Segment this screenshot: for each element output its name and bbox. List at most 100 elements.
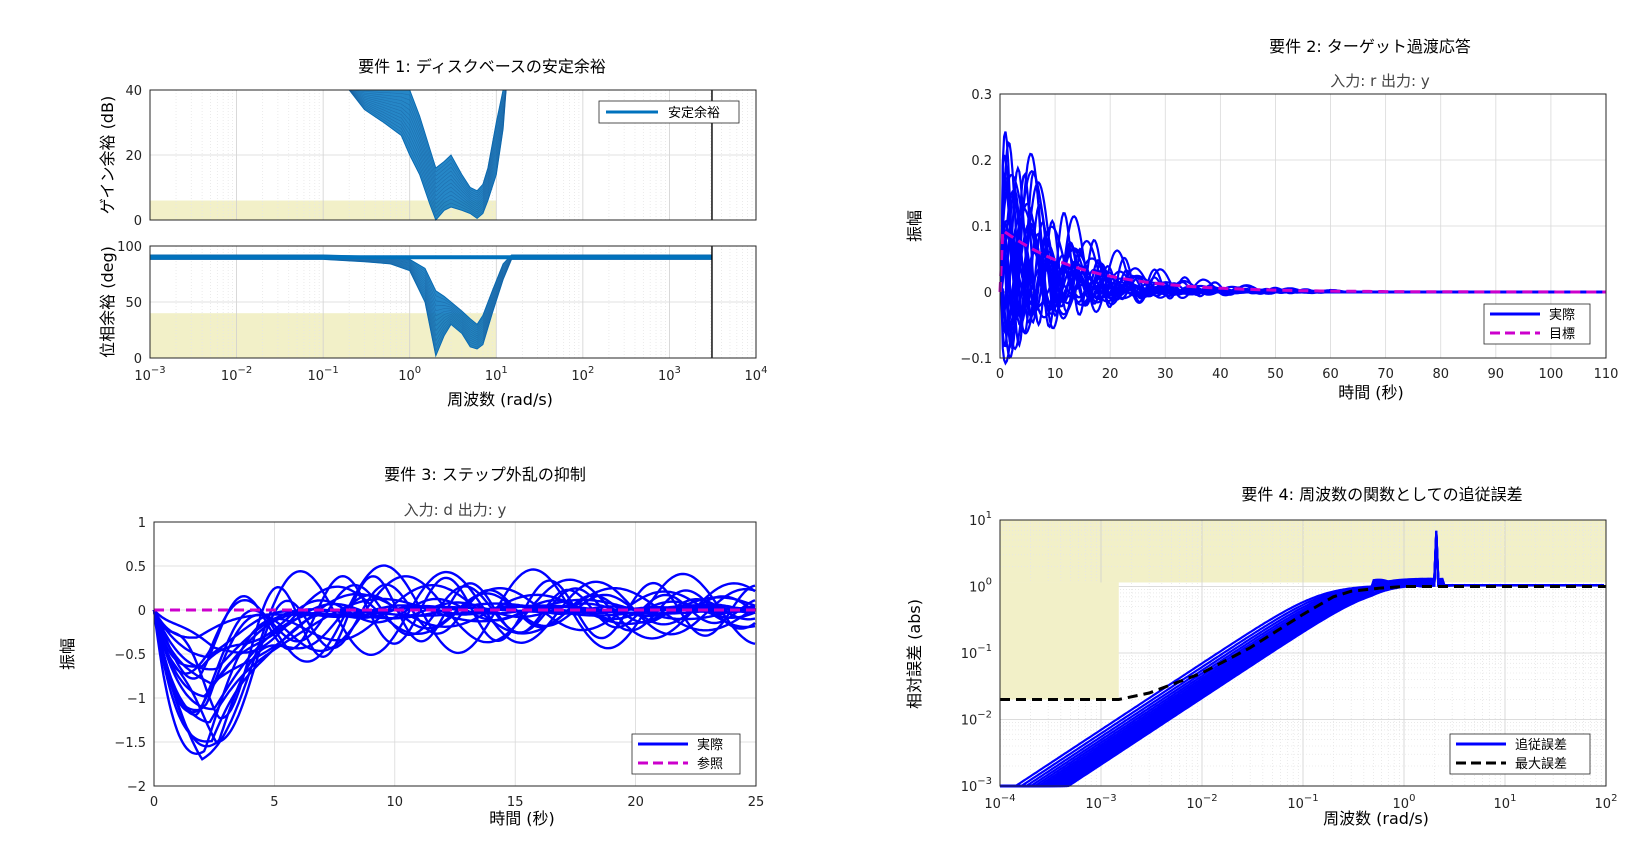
tick-label: 25	[748, 795, 765, 810]
tick-label: 0	[138, 604, 146, 619]
tick-label: 60	[1322, 367, 1339, 382]
tick-label: 5	[270, 795, 278, 810]
tick-label: 1	[138, 516, 146, 531]
stability-margin-curve	[323, 89, 507, 198]
tick-label: −1.5	[114, 736, 146, 751]
legend-target: 目標	[1549, 327, 1575, 342]
chart-2-y-axis-label: 振幅	[905, 210, 924, 242]
tick-label: −0.5	[114, 648, 146, 663]
stability-margin-curve	[150, 258, 712, 352]
gain-axis-label: ゲイン余裕 (dB)	[98, 96, 117, 214]
tick-label: 104	[745, 365, 768, 384]
tick-label: 40	[1212, 367, 1229, 382]
chart-1-x-axis-label: 周波数 (rad/s)	[447, 390, 553, 409]
stability-margin-curve	[150, 257, 712, 339]
tick-label: 100	[398, 365, 421, 384]
chart-4: 要件 4: 周波数の関数としての追従誤差 10−4 10−3 10−2 10−1 100…	[905, 485, 1617, 828]
chart-3-legend: 実際 参照	[631, 733, 741, 775]
tick-label: 10−2	[1186, 793, 1217, 812]
chart-1-phase-axes: 0 50 100 10−3 10−2 10−1 100 101 102 103 104 位相余裕 …	[98, 240, 767, 409]
stability-margin-curve	[323, 89, 507, 217]
stability-margin-curve	[323, 89, 507, 200]
chart-2-x-axis-label: 時間 (秒)	[1338, 383, 1404, 402]
max-error-line	[1000, 585, 1606, 701]
tick-label: −2	[127, 780, 146, 795]
tick-label: 10−4	[984, 793, 1015, 812]
tick-label: 50	[1267, 367, 1284, 382]
tick-label: 0	[134, 352, 142, 367]
stability-margin-curve	[323, 89, 507, 209]
tick-label: 0.3	[971, 88, 992, 103]
tick-label: 10−1	[1287, 793, 1318, 812]
tick-label: 50	[125, 296, 142, 311]
tick-label: 0.1	[971, 220, 992, 235]
tick-label: 10−2	[961, 710, 992, 729]
tick-label: 20	[1102, 367, 1119, 382]
tick-label: 40	[125, 84, 142, 99]
chart-4-x-axis-label: 周波数 (rad/s)	[1323, 809, 1429, 828]
chart-1-gain-axes: 0 20 40 ゲイン余裕 (dB) 安定余裕	[98, 84, 757, 229]
stability-margin-curve	[150, 257, 712, 342]
actual-response-line	[152, 604, 755, 743]
stability-margin-curve	[150, 259, 712, 357]
target-response-line	[998, 227, 1606, 294]
legend-max-error: 最大誤差	[1515, 756, 1567, 772]
chart-2-subtitle: 入力: r 出力: y	[1330, 72, 1430, 90]
tick-label: 30	[1157, 367, 1174, 382]
legend-actual: 実際	[1549, 307, 1575, 323]
tick-label: 10−3	[134, 365, 165, 384]
stability-margin-curve	[323, 89, 507, 206]
tick-label: 10	[387, 795, 404, 810]
chart-4-y-axis-label: 相対誤差 (abs)	[905, 599, 924, 709]
chart-1-title: 要件 1: ディスクベースの安定余裕	[358, 57, 606, 76]
tick-label: 10	[1047, 367, 1064, 382]
legend-actual: 実際	[697, 737, 723, 753]
chart-2-title: 要件 2: ターゲット過渡応答	[1269, 37, 1471, 56]
stability-margin-curve	[323, 89, 507, 204]
actual-response-line	[152, 575, 756, 714]
chart-3: 要件 3: ステップ外乱の抑制 入力: d 出力: y 0 5 10 15 20 25−2…	[58, 465, 764, 828]
tick-label: 20	[125, 149, 142, 164]
chart-1: 要件 1: ディスクベースの安定余裕 0 20 40 ゲイン余裕 (dB) 安定余裕	[98, 57, 767, 409]
stability-margin-curve	[150, 256, 712, 337]
stability-margin-curve	[323, 89, 507, 202]
stability-margin-curve	[323, 89, 507, 196]
tick-label: 10−3	[1085, 793, 1116, 812]
tick-label: 70	[1377, 367, 1394, 382]
legend-stability-margin: 安定余裕	[668, 105, 720, 121]
tick-label: 10−2	[221, 365, 252, 384]
tick-label: 0	[134, 214, 142, 229]
tick-label: 102	[571, 365, 594, 384]
tick-label: 15	[507, 795, 524, 810]
tick-label: 0	[996, 367, 1004, 382]
chart-4-title: 要件 4: 周波数の関数としての追従誤差	[1241, 485, 1522, 504]
tick-label: 20	[627, 795, 644, 810]
chart-3-x-axis-label: 時間 (秒)	[489, 809, 555, 828]
tick-label: 0.5	[125, 560, 146, 575]
legend-tracking-error: 追従誤差	[1515, 737, 1567, 753]
tick-label: 102	[1595, 793, 1618, 812]
tick-label: 10−1	[307, 365, 338, 384]
tick-label: 101	[1494, 793, 1517, 812]
chart-1-legend: 安定余裕	[598, 100, 740, 124]
chart-3-y-axis-label: 振幅	[58, 638, 77, 670]
tick-label: 0	[150, 795, 158, 810]
tick-label: 0.2	[971, 154, 992, 169]
actual-response-line	[152, 564, 756, 675]
stability-margin-curve	[323, 89, 507, 213]
chart-3-title: 要件 3: ステップ外乱の抑制	[384, 465, 586, 484]
chart-4-legend: 追従誤差 最大誤差	[1449, 733, 1591, 775]
error-bound-region	[1000, 582, 1119, 700]
chart-2: 要件 2: ターゲット過渡応答 入力: r 出力: y 0 10 20 30 40 50 6…	[905, 37, 1618, 402]
stability-margin-curve	[323, 89, 507, 215]
stability-margin-curve	[150, 258, 712, 344]
chart-2-legend: 実際 目標	[1483, 303, 1591, 345]
tick-label: 100	[969, 577, 992, 596]
tick-label: 110	[1594, 367, 1619, 382]
chart-3-subtitle: 入力: d 出力: y	[404, 501, 507, 519]
tick-label: 101	[485, 365, 508, 384]
stability-margin-curve	[323, 89, 507, 211]
stability-margin-curve	[323, 89, 507, 221]
tick-label: 90	[1488, 367, 1505, 382]
tick-label: 80	[1432, 367, 1449, 382]
